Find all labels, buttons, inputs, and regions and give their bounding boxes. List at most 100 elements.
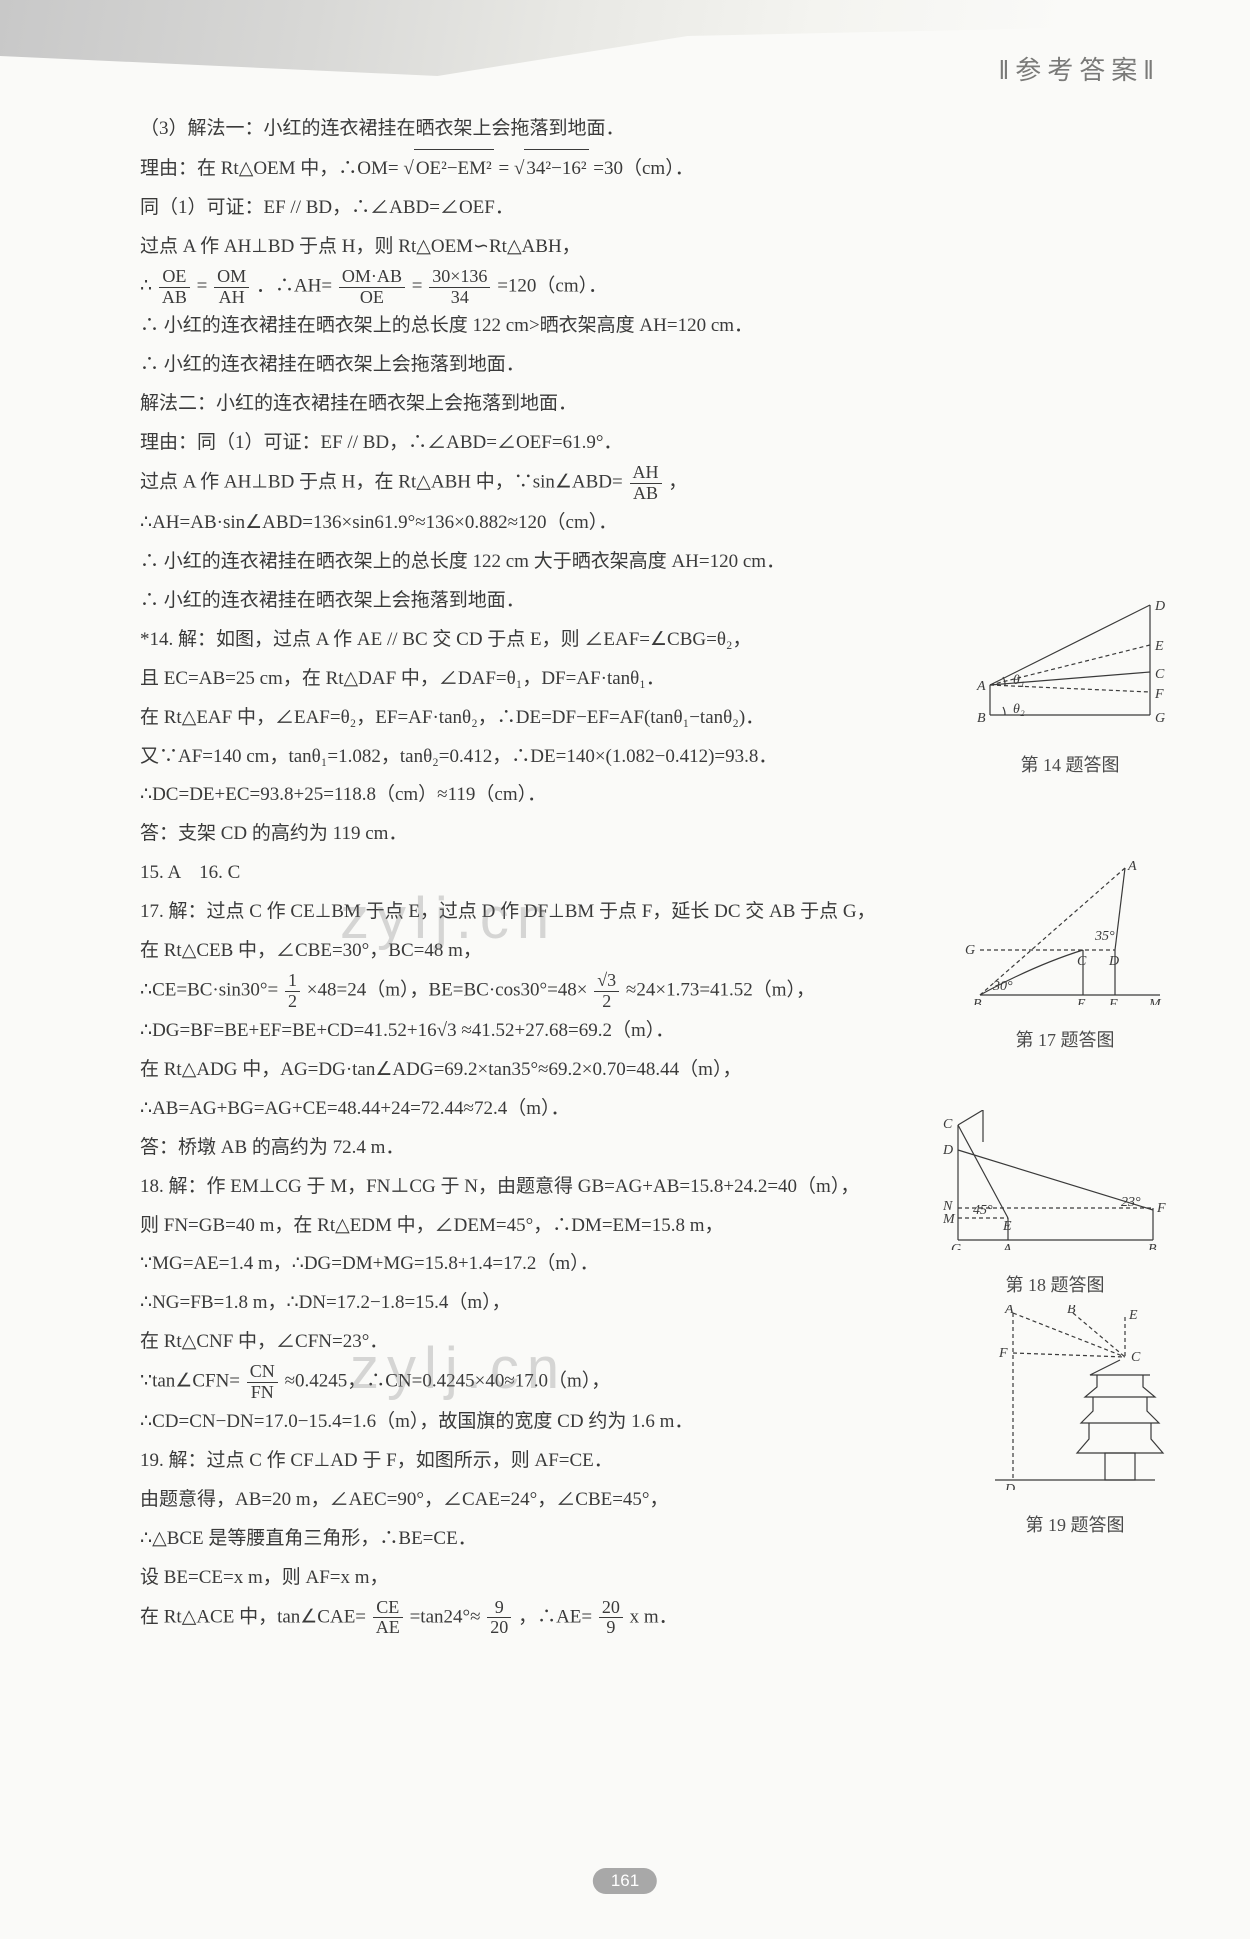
- numerator: √3: [594, 971, 619, 992]
- denominator: 20: [487, 1618, 511, 1638]
- fraction: AHAB: [630, 463, 662, 504]
- denominator: OE: [339, 288, 405, 308]
- fraction: OM·ABOE: [339, 267, 405, 308]
- svg-text:D: D: [943, 1143, 953, 1158]
- solution-line: 理由：同（1）可证：EF // BD，∴∠ABD=∠OEF=61.9°．: [140, 424, 1150, 463]
- solution-line: 设 BE=CE=x m，则 AF=x m，: [140, 1559, 1150, 1598]
- numerator: 30×136: [429, 267, 490, 288]
- figure-14: AB DE CF G θ₁θ₂ 第 14 题答图: [970, 600, 1170, 784]
- numerator: OE: [159, 267, 190, 288]
- text: ∵tan∠CFN=: [140, 1371, 240, 1392]
- svg-text:23°: 23°: [1121, 1195, 1141, 1210]
- solution-line: （3）解法一：小红的连衣裙挂在晒衣架上会拖落到地面．: [140, 110, 1150, 149]
- figure-17-svg: A G C D B E F M 35° 30°: [965, 860, 1165, 1005]
- svg-text:A: A: [1127, 860, 1137, 874]
- fraction: 920: [487, 1598, 511, 1639]
- svg-text:E: E: [1076, 997, 1086, 1005]
- fraction: 209: [599, 1598, 623, 1639]
- svg-text:E: E: [1154, 639, 1164, 654]
- figure-19: AB EF CD 第 19 题答图: [980, 1305, 1170, 1544]
- svg-text:A: A: [976, 679, 986, 694]
- svg-text:35°: 35°: [1094, 929, 1115, 944]
- numerator: 9: [487, 1598, 511, 1619]
- svg-text:θ₁: θ₁: [1013, 673, 1025, 688]
- text: 在 Rt△ACE 中，tan∠CAE=: [140, 1606, 366, 1627]
- text: ∴CE=BC·sin30°=: [140, 980, 278, 1001]
- svg-text:30°: 30°: [992, 979, 1013, 994]
- figure-19-caption: 第 19 题答图: [980, 1507, 1170, 1544]
- denominator: AB: [159, 288, 190, 308]
- numerator: OM: [214, 267, 249, 288]
- svg-text:B: B: [973, 997, 982, 1005]
- svg-text:G: G: [951, 1242, 961, 1250]
- sqrt-content: OE²−EM²: [414, 149, 494, 189]
- svg-text:B: B: [977, 711, 986, 726]
- text: 过点 A 作 AH⊥BD 于点 H，在 Rt△ABH 中，∵sin∠ABD=: [140, 472, 623, 493]
- figure-18: CD NM GA BF E 45°23° 第 18 题答图: [940, 1110, 1170, 1304]
- text: =30（cm）．: [593, 158, 693, 179]
- numerator: 20: [599, 1598, 623, 1619]
- svg-text:D: D: [1004, 1482, 1015, 1490]
- text: 理由：在 Rt△OEM 中，∴OM=: [140, 158, 399, 179]
- svg-text:C: C: [943, 1117, 953, 1132]
- fraction: CEAE: [373, 1598, 403, 1639]
- figure-18-caption: 第 18 题答图: [940, 1267, 1170, 1304]
- content: （3）解法一：小红的连衣裙挂在晒衣架上会拖落到地面． 理由：在 Rt△OEM 中…: [140, 70, 1150, 1638]
- solution-line: ∴AH=AB·sin∠ABD=136×sin61.9°≈136×0.882≈12…: [140, 504, 1150, 543]
- numerator: CE: [373, 1598, 403, 1619]
- figure-19-svg: AB EF CD: [985, 1305, 1165, 1490]
- solution-line: 理由：在 Rt△OEM 中，∴OM= OE²−EM² = 34²−16² =30…: [140, 149, 1150, 189]
- solution-line: ∴ OEAB = OMAH ．∴AH= OM·ABOE = 30×13634 =…: [140, 267, 1150, 308]
- page: ‖参考答案‖ （3）解法一：小红的连衣裙挂在晒衣架上会拖落到地面． 理由：在 R…: [0, 0, 1250, 1939]
- numerator: CN: [247, 1362, 278, 1383]
- denominator: 34: [429, 288, 490, 308]
- svg-text:F: F: [1108, 997, 1118, 1005]
- fraction: OEAB: [159, 267, 190, 308]
- numerator: OM·AB: [339, 267, 405, 288]
- svg-text:D: D: [1108, 954, 1119, 969]
- svg-text:C: C: [1077, 954, 1087, 969]
- svg-text:F: F: [1156, 1201, 1166, 1216]
- denominator: AE: [373, 1618, 403, 1638]
- solution-line: ∴ 小红的连衣裙挂在晒衣架上的总长度 122 cm 大于晒衣架高度 AH=120…: [140, 543, 1150, 582]
- solution-line: 解法二：小红的连衣裙挂在晒衣架上会拖落到地面．: [140, 385, 1150, 424]
- text: ×48=24（m），BE=BC·cos30°=48×: [307, 980, 588, 1001]
- numerator: 1: [285, 971, 300, 992]
- solution-line: ∴ 小红的连衣裙挂在晒衣架上会拖落到地面．: [140, 346, 1150, 385]
- fraction: CNFN: [247, 1362, 278, 1403]
- denominator: 9: [599, 1618, 623, 1638]
- figure-14-svg: AB DE CF G θ₁θ₂: [975, 600, 1165, 730]
- text: ≈0.4245，∴CN=0.4245×40≈17.0（m），: [285, 1371, 611, 1392]
- svg-text:F: F: [1154, 687, 1164, 702]
- svg-text:B: B: [1148, 1242, 1157, 1250]
- solution-line: 答：支架 CD 的高约为 119 cm．: [140, 815, 1150, 854]
- svg-text:F: F: [998, 1346, 1008, 1361]
- solution-line: 在 Rt△ACE 中，tan∠CAE= CEAE =tan24°≈ 920 ，∴…: [140, 1598, 1150, 1639]
- fraction: OMAH: [214, 267, 249, 308]
- svg-text:G: G: [1155, 711, 1165, 726]
- text: =120（cm）．: [497, 275, 607, 296]
- svg-text:E: E: [1002, 1219, 1012, 1234]
- solution-line: 过点 A 作 AH⊥BD 于点 H，在 Rt△ABH 中，∵sin∠ABD= A…: [140, 463, 1150, 504]
- denominator: 2: [594, 992, 619, 1012]
- svg-text:M: M: [943, 1212, 956, 1227]
- svg-text:θ₂: θ₂: [1013, 702, 1025, 717]
- text: ，: [668, 472, 687, 493]
- sqrt-content: 34²−16²: [524, 149, 588, 189]
- svg-text:G: G: [965, 943, 975, 958]
- denominator: AH: [214, 288, 249, 308]
- text: =tan24°≈: [410, 1606, 481, 1627]
- svg-text:M: M: [1148, 997, 1162, 1005]
- svg-text:A: A: [1002, 1242, 1012, 1250]
- figure-18-svg: CD NM GA BF E 45°23°: [943, 1110, 1168, 1250]
- svg-text:A: A: [1004, 1305, 1014, 1317]
- solution-line: 同（1）可证：EF // BD，∴∠ABD=∠OEF．: [140, 189, 1150, 228]
- denominator: AB: [630, 484, 662, 504]
- figure-17-caption: 第 17 题答图: [960, 1022, 1170, 1059]
- svg-text:D: D: [1154, 600, 1165, 614]
- svg-text:E: E: [1128, 1308, 1138, 1323]
- text: =: [412, 275, 423, 296]
- svg-text:45°: 45°: [973, 1203, 993, 1218]
- fraction: 30×13634: [429, 267, 490, 308]
- text: x m．: [630, 1606, 678, 1627]
